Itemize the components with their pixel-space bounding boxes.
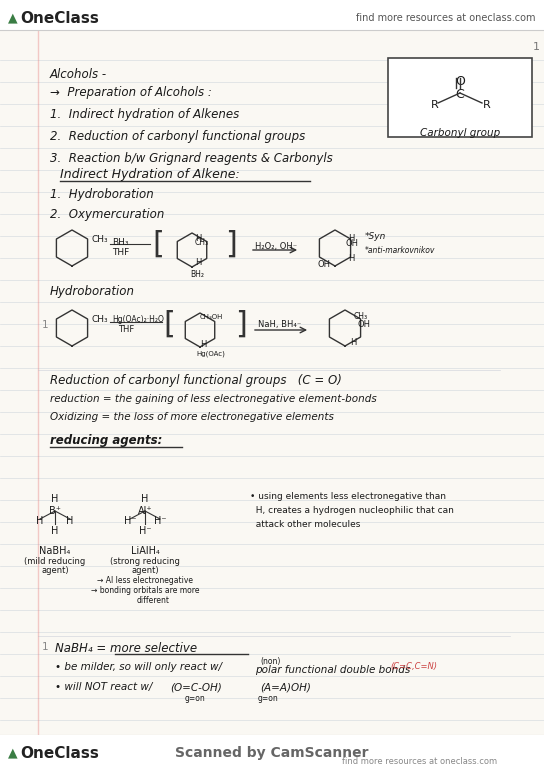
FancyBboxPatch shape (388, 58, 532, 137)
Text: Hydroboration: Hydroboration (50, 285, 135, 298)
Text: reduction = the gaining of less electronegative element-bonds: reduction = the gaining of less electron… (50, 394, 377, 404)
Text: *Syn: *Syn (365, 232, 386, 241)
FancyBboxPatch shape (0, 735, 544, 770)
Text: OneClass: OneClass (20, 745, 99, 761)
Text: H: H (200, 340, 206, 349)
Text: → bonding orbitals are more: → bonding orbitals are more (91, 586, 199, 595)
Text: H₂O₂, OH⁻: H₂O₂, OH⁻ (255, 242, 297, 251)
Text: H⁻: H⁻ (139, 526, 151, 536)
Text: H: H (66, 516, 73, 526)
Text: 1: 1 (42, 642, 48, 652)
Text: R: R (483, 100, 491, 110)
Text: H, creates a hydrogen nucleophilic that can: H, creates a hydrogen nucleophilic that … (250, 506, 454, 515)
Text: THF: THF (112, 248, 129, 257)
Text: H: H (195, 258, 201, 267)
Text: NaH, BH₄⁻: NaH, BH₄⁻ (258, 320, 301, 329)
Text: OneClass: OneClass (20, 11, 99, 25)
Text: (mild reducing: (mild reducing (24, 557, 85, 566)
Text: Al⁺: Al⁺ (138, 506, 152, 516)
Text: H: H (348, 234, 354, 243)
Text: CH₃: CH₃ (354, 312, 368, 321)
Text: NaBH₄ = more selective: NaBH₄ = more selective (55, 642, 197, 655)
Text: Reduction of carbonyl functional groups   (C = O): Reduction of carbonyl functional groups … (50, 374, 342, 387)
Text: H: H (141, 494, 149, 504)
Text: g=on: g=on (258, 694, 279, 703)
Text: CH₃OH: CH₃OH (200, 314, 224, 320)
Text: find more resources at oneclass.com: find more resources at oneclass.com (342, 756, 498, 765)
Text: O: O (455, 75, 465, 88)
Text: *anti-markovnikov: *anti-markovnikov (365, 246, 435, 255)
Text: [: [ (163, 310, 175, 339)
Text: Oxidizing = the loss of more electronegative elements: Oxidizing = the loss of more electronega… (50, 412, 334, 422)
Text: • be milder, so will only react w/: • be milder, so will only react w/ (55, 662, 222, 672)
Text: (non): (non) (260, 657, 280, 666)
Text: 1: 1 (533, 42, 540, 52)
Text: THF: THF (118, 325, 134, 334)
Text: ]: ] (225, 230, 237, 259)
Text: OH: OH (346, 239, 359, 248)
Text: Hg(OAc)₂·H₂O: Hg(OAc)₂·H₂O (112, 315, 164, 324)
Text: 3.  Reaction b/w Grignard reagents & Carbonyls: 3. Reaction b/w Grignard reagents & Carb… (50, 152, 333, 165)
Text: Indirect Hydration of Alkene:: Indirect Hydration of Alkene: (60, 168, 240, 181)
Text: reducing agents:: reducing agents: (50, 434, 162, 447)
Text: H: H (348, 254, 354, 263)
Text: OH: OH (318, 260, 331, 269)
Text: H: H (350, 338, 356, 347)
Text: polar functional double bonds: polar functional double bonds (255, 665, 410, 675)
Text: H: H (51, 526, 59, 536)
Text: OH: OH (358, 320, 371, 329)
Text: Alcohols -: Alcohols - (50, 68, 107, 81)
Text: H: H (51, 494, 59, 504)
Text: [: [ (152, 230, 164, 259)
Text: (C=C,C=N): (C=C,C=N) (390, 662, 437, 671)
Text: 2.  Oxymercuration: 2. Oxymercuration (50, 208, 164, 221)
Text: • using elements less electronegative than: • using elements less electronegative th… (250, 492, 446, 501)
Text: attack other molecules: attack other molecules (250, 520, 360, 529)
Text: agent): agent) (131, 566, 159, 575)
Text: different: different (137, 596, 170, 605)
Text: (O=C-OH): (O=C-OH) (170, 682, 222, 692)
Text: CH₃: CH₃ (91, 315, 108, 324)
Text: CH₃: CH₃ (91, 235, 108, 244)
Text: • will NOT react w/: • will NOT react w/ (55, 682, 152, 692)
Text: 2.  Reduction of carbonyl functional groups: 2. Reduction of carbonyl functional grou… (50, 130, 305, 143)
Text: ]: ] (235, 310, 247, 339)
Text: Hg(OAc): Hg(OAc) (196, 350, 225, 357)
Text: 1.  Hydroboration: 1. Hydroboration (50, 188, 154, 201)
Text: ▲: ▲ (8, 746, 17, 759)
Text: H⁻: H⁻ (154, 516, 166, 526)
FancyBboxPatch shape (0, 0, 544, 30)
Text: H: H (36, 516, 44, 526)
Text: BH₃: BH₃ (112, 238, 128, 247)
Text: H: H (195, 234, 201, 243)
Text: Scanned by CamScanner: Scanned by CamScanner (175, 746, 369, 760)
Text: agent): agent) (41, 566, 69, 575)
Text: H⁻: H⁻ (123, 516, 136, 526)
Text: LiAlH₄: LiAlH₄ (131, 546, 159, 556)
Text: 1.  Indirect hydration of Alkenes: 1. Indirect hydration of Alkenes (50, 108, 239, 121)
Text: find more resources at oneclass.com: find more resources at oneclass.com (356, 13, 536, 23)
Text: (strong reducing: (strong reducing (110, 557, 180, 566)
Text: ▲: ▲ (8, 12, 17, 25)
Text: Carbonyl group: Carbonyl group (420, 128, 500, 138)
Text: R: R (431, 100, 439, 110)
Text: BH₂: BH₂ (190, 270, 204, 279)
Text: C: C (456, 88, 465, 101)
Text: B⁺: B⁺ (49, 506, 61, 516)
Text: (A=A)OH): (A=A)OH) (260, 682, 311, 692)
Text: g=on: g=on (184, 694, 206, 703)
Text: → Al less electronegative: → Al less electronegative (97, 576, 193, 585)
Text: →  Preparation of Alcohols :: → Preparation of Alcohols : (50, 86, 212, 99)
Text: 1: 1 (42, 320, 48, 330)
Text: CH₃: CH₃ (195, 238, 209, 247)
Text: NaBH₄: NaBH₄ (39, 546, 71, 556)
